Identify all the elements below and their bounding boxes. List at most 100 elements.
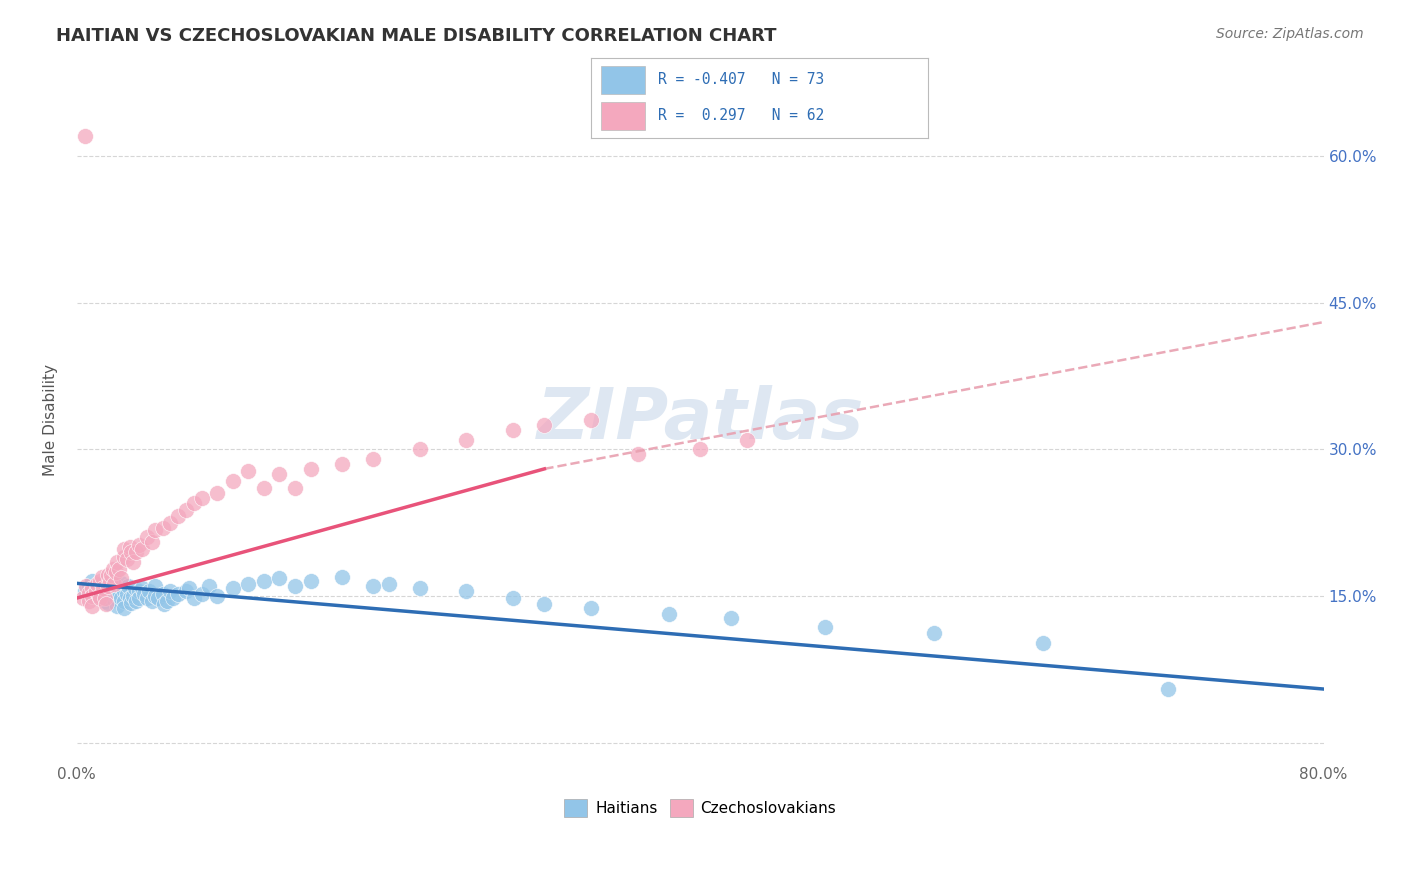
Point [143,589,166,603]
Point [108,586,131,600]
Point [98,574,121,589]
Point [90,591,112,605]
Point [82,589,104,603]
Point [152,520,174,534]
Point [238,577,260,591]
Point [124,581,146,595]
Point [82,574,104,589]
Point [205,589,228,603]
Y-axis label: Male Disability: Male Disability [44,364,58,476]
Point [720,610,742,624]
Point [104,584,127,599]
Point [284,579,307,593]
Text: HAITIAN VS CZECHOSLOVAKIAN MALE DISABILITY CORRELATION CHART: HAITIAN VS CZECHOSLOVAKIAN MALE DISABILI… [56,27,776,45]
Point [141,594,163,608]
Point [533,597,555,611]
Point [167,587,190,601]
Point [82,599,104,613]
Point [105,555,128,569]
Point [253,574,276,589]
Point [87,589,110,603]
Point [128,584,150,599]
Point [579,413,602,427]
Point [533,417,555,432]
Point [112,542,135,557]
Point [627,447,650,461]
Point [143,523,166,537]
Point [456,584,478,599]
Point [502,591,524,605]
Point [84,581,107,595]
Point [110,576,132,591]
Point [94,591,117,605]
Point [330,569,353,583]
Point [79,594,101,608]
Point [103,577,125,591]
Point [105,592,128,607]
Point [101,591,124,605]
Point [128,538,150,552]
Point [1032,636,1054,650]
Point [167,508,190,523]
Point [89,591,111,605]
Point [190,491,212,506]
Point [97,579,120,593]
Point [183,496,205,510]
Point [86,577,108,591]
Point [456,433,478,447]
Point [299,462,322,476]
Point [89,587,111,601]
Point [579,600,602,615]
Point [128,591,150,605]
Point [120,545,142,559]
Point [82,581,104,595]
Point [97,567,120,582]
Text: R =  0.297   N = 62: R = 0.297 N = 62 [658,108,824,123]
Point [409,442,432,457]
Point [269,572,291,586]
Point [112,549,135,564]
Point [115,552,138,566]
Point [132,587,155,601]
Point [125,594,148,608]
Text: Source: ZipAtlas.com: Source: ZipAtlas.com [1216,27,1364,41]
Point [93,581,115,595]
Point [101,562,124,576]
Legend: Haitians, Czechoslovakians: Haitians, Czechoslovakians [558,792,842,823]
Point [409,581,432,595]
Point [159,516,181,530]
Point [97,579,120,593]
Point [1157,681,1180,696]
Point [115,587,138,601]
Point [330,457,353,471]
Point [89,574,111,589]
Point [90,569,112,583]
Point [153,597,176,611]
Point [162,591,184,605]
Point [253,482,276,496]
Point [73,584,96,599]
Point [131,581,153,595]
Point [108,562,131,576]
Point [100,567,122,582]
Text: ZIPatlas: ZIPatlas [537,385,863,454]
Point [112,584,135,599]
Point [75,579,97,593]
Point [377,577,399,591]
Point [110,591,132,605]
Point [689,442,711,457]
Point [118,540,141,554]
Point [269,467,291,481]
Point [222,474,245,488]
Point [125,545,148,559]
Point [131,542,153,557]
Point [105,599,128,613]
Point [104,577,127,591]
Point [174,584,197,599]
Point [502,423,524,437]
Point [238,464,260,478]
Point [205,486,228,500]
Point [100,582,122,597]
Point [110,572,132,586]
Point [156,594,179,608]
